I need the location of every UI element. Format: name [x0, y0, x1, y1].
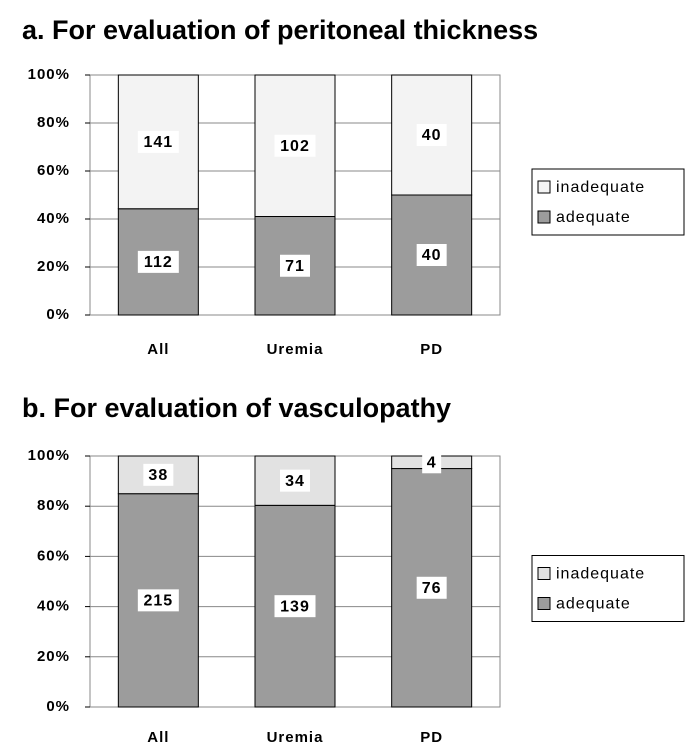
- value-label: 112: [144, 254, 173, 271]
- legend-label: inadequate: [556, 566, 645, 583]
- y-tick-label: 0%: [46, 698, 70, 715]
- legend-swatch: [537, 210, 551, 224]
- y-tick-label: 80%: [37, 497, 70, 514]
- x-tick-label: PD: [420, 341, 443, 358]
- value-label: 40: [422, 127, 442, 144]
- y-tick-label: 0%: [46, 306, 70, 323]
- legend-box: [531, 555, 685, 622]
- legend-label: adequate: [556, 596, 631, 613]
- bar-segment: [254, 455, 336, 506]
- value-label-box: [416, 124, 447, 146]
- value-label-box: [274, 134, 316, 157]
- value-label-box: [280, 469, 310, 492]
- value-label: 38: [148, 467, 168, 484]
- chart-title: a. For evaluation of peritoneal thicknes…: [22, 15, 538, 45]
- chart-title: b. For evaluation of vasculopathy: [22, 393, 451, 423]
- chart: a. For evaluation of peritoneal thicknes…: [22, 15, 685, 358]
- value-label-box: [274, 595, 316, 618]
- value-label-box: [416, 244, 447, 266]
- legend-label: inadequate: [556, 179, 645, 196]
- y-tick-label: 20%: [37, 258, 70, 275]
- value-label: 40: [422, 247, 442, 264]
- x-tick-label: PD: [420, 729, 443, 746]
- y-tick-label: 100%: [28, 66, 70, 83]
- value-label: 139: [280, 598, 310, 615]
- y-tick-label: 40%: [37, 210, 70, 227]
- value-label-box: [422, 451, 442, 474]
- y-tick-label: 100%: [28, 447, 70, 464]
- chart: b. For evaluation of vasculopathy 0% 20% 40…: [22, 393, 685, 746]
- value-label: 141: [143, 134, 173, 151]
- value-label-box: [137, 130, 179, 153]
- legend-box: [531, 168, 685, 236]
- value-label: 215: [143, 593, 173, 610]
- y-tick-label: 40%: [37, 598, 70, 615]
- x-tick-label: Uremia: [267, 341, 324, 358]
- x-tick-label: All: [147, 729, 169, 746]
- value-label-box: [143, 463, 174, 486]
- y-tick-label: 20%: [37, 648, 70, 665]
- y-tick-label: 60%: [37, 162, 70, 179]
- x-tick-label: All: [147, 341, 169, 358]
- legend-label: adequate: [556, 209, 631, 226]
- value-label-box: [137, 250, 179, 273]
- x-tick-label: Uremia: [267, 729, 324, 746]
- value-label: 4: [427, 454, 437, 471]
- value-label: 71: [285, 258, 305, 275]
- value-label: 34: [285, 473, 305, 490]
- legend-swatch: [537, 567, 551, 580]
- value-label-box: [416, 576, 447, 599]
- legend-swatch: [537, 180, 551, 194]
- legend-swatch: [537, 597, 551, 610]
- y-tick-label: 60%: [37, 547, 70, 564]
- value-label-box: [137, 589, 179, 612]
- value-label: 76: [422, 580, 442, 597]
- value-label-box: [280, 254, 310, 277]
- value-label: 102: [280, 138, 310, 155]
- y-tick-label: 80%: [37, 114, 70, 131]
